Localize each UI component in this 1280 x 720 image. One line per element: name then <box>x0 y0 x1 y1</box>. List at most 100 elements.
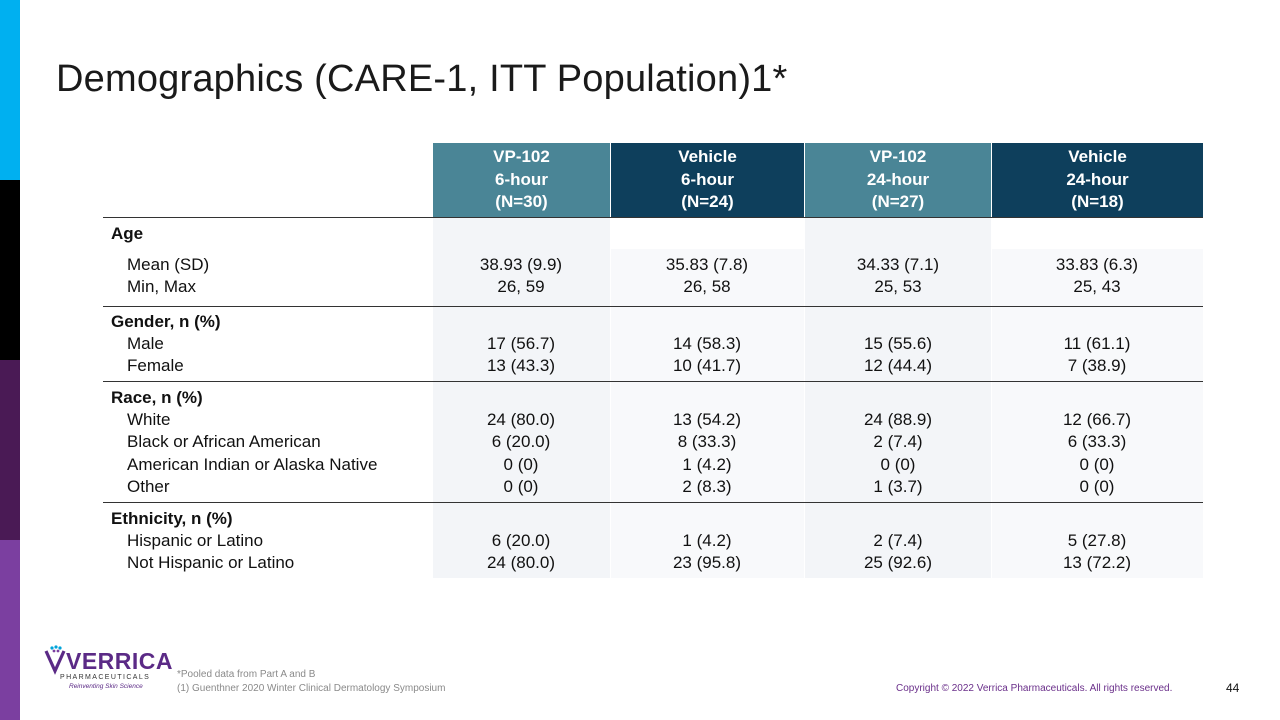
table-row: White 24 (80.0) 13 (54.2) 24 (88.9) 12 (66.7… <box>103 409 1203 431</box>
table-cell: 24 (88.9) <box>863 410 933 429</box>
section-heading-ethnicity: Ethnicity, n (%) <box>103 508 1203 530</box>
header-line2: 6-hour <box>495 169 548 189</box>
header-line3: (N=27) <box>871 192 925 212</box>
section-heading-race: Race, n (%) <box>103 387 1203 409</box>
page-title: Demographics (CARE-1, ITT Population)1* <box>56 58 788 100</box>
side-accent-bar <box>0 0 20 720</box>
row-label: Not Hispanic or Latino <box>127 553 295 572</box>
table-row: Not Hispanic or Latino 24 (80.0) 23 (95.8)… <box>103 552 1203 574</box>
table-cell: 6 (33.3) <box>1067 432 1127 451</box>
table-cell: 26, 58 <box>683 277 731 296</box>
table-cell: 25 (92.6) <box>863 553 933 572</box>
row-label: Male <box>127 334 164 353</box>
row-label: Other <box>127 477 170 496</box>
header-line1: VP-102 <box>493 147 550 167</box>
table-cell: 11 (61.1) <box>1063 334 1131 353</box>
table-cell: 0 (0) <box>1079 455 1115 474</box>
column-header-vehicle-6h: Vehicle 6-hour (N=24) <box>611 143 804 217</box>
table-cell: 0 (0) <box>503 477 539 496</box>
verrica-logo <box>44 645 66 675</box>
section-rule-race <box>103 502 1203 503</box>
section-heading-age: Age <box>103 223 1203 245</box>
logo-subtitle: PHARMACEUTICALS <box>60 674 151 681</box>
column-header-vp102-6h: VP-102 6-hour (N=30) <box>433 143 610 217</box>
section-heading-gender: Gender, n (%) <box>103 311 1203 333</box>
header-rule <box>103 217 1203 218</box>
section-rule-age <box>103 306 1203 307</box>
header-line2: 6-hour <box>681 169 734 189</box>
row-label: Female <box>127 356 184 375</box>
table-cell: 0 (0) <box>880 455 916 474</box>
footnote-pooled: *Pooled data from Part A and B <box>177 669 316 680</box>
logo-mark <box>44 645 66 675</box>
table-row: Min, Max 26, 59 26, 58 25, 53 25, 43 <box>103 276 1203 298</box>
table-cell: 6 (20.0) <box>491 432 551 451</box>
table-cell: 2 (7.4) <box>873 432 923 451</box>
header-line3: (N=30) <box>495 192 548 212</box>
table-row: Other 0 (0) 2 (8.3) 1 (3.7) 0 (0) <box>103 476 1203 498</box>
table-cell: 12 (44.4) <box>863 356 933 375</box>
table-cell: 25, 53 <box>874 277 922 296</box>
table-cell: 0 (0) <box>1079 477 1115 496</box>
section-heading-label: Race, n (%) <box>111 388 203 407</box>
header-line3: (N=24) <box>681 192 734 212</box>
table-cell: 6 (20.0) <box>491 531 551 550</box>
header-line1: Vehicle <box>678 147 737 167</box>
copyright-notice: Copyright © 2022 Verrica Pharmaceuticals… <box>896 683 1173 694</box>
table-cell: 7 (38.9) <box>1067 356 1127 375</box>
header-line1: Vehicle <box>1068 147 1127 167</box>
logo-tagline: Reinventing Skin Science <box>69 683 143 690</box>
section-heading-label: Gender, n (%) <box>111 312 221 331</box>
table-cell: 13 (43.3) <box>486 356 556 375</box>
row-label: American Indian or Alaska Native <box>127 455 378 474</box>
table-row: Black or African American 6 (20.0) 8 (33.3… <box>103 431 1203 453</box>
table-cell: 12 (66.7) <box>1062 410 1132 429</box>
table-cell: 25, 43 <box>1073 277 1121 296</box>
header-line3: (N=18) <box>1071 192 1124 212</box>
age-row-gap-2 <box>992 217 1203 249</box>
table-cell: 14 (58.3) <box>672 334 742 353</box>
table-cell: 35.83 (7.8) <box>665 255 749 274</box>
header-line2: 24-hour <box>1066 169 1129 189</box>
table-row: Male 17 (56.7) 14 (58.3) 15 (55.6) 11 (61.1) <box>103 333 1203 355</box>
table-cell: 24 (80.0) <box>486 553 556 572</box>
row-label: Black or African American <box>127 432 321 451</box>
row-label: White <box>127 410 171 429</box>
age-row-gap <box>611 217 804 249</box>
table-cell: 17 (56.7) <box>486 334 556 353</box>
table-row: Hispanic or Latino 6 (20.0) 1 (4.2) 2 (7.4)… <box>103 530 1203 552</box>
column-header-vp102-24h: VP-102 24-hour (N=27) <box>805 143 991 217</box>
table-cell: 8 (33.3) <box>677 432 737 451</box>
side-bar-blue-segment <box>0 0 20 180</box>
side-bar-dark-purple-segment <box>0 360 20 540</box>
table-cell: 15 (55.6) <box>863 334 933 353</box>
row-label: Min, Max <box>127 277 196 296</box>
table-cell: 5 (27.8) <box>1067 531 1127 550</box>
table-cell: 10 (41.7) <box>672 356 742 375</box>
logo-wordmark: VERRICA <box>66 648 174 674</box>
table-row: Female 13 (43.3) 10 (41.7) 12 (44.4) 7 (38.9… <box>103 355 1203 377</box>
footnote-reference: (1) Guenthner 2020 Winter Clinical Derma… <box>177 683 446 694</box>
table-cell: 34.33 (7.1) <box>856 255 940 274</box>
table-cell: 0 (0) <box>503 455 539 474</box>
table-cell: 26, 59 <box>497 277 545 296</box>
section-heading-label: Age <box>111 224 144 243</box>
section-rule-gender <box>103 381 1203 382</box>
row-label: Mean (SD) <box>127 255 210 274</box>
table-cell: 1 (4.2) <box>682 531 732 550</box>
side-bar-black-segment <box>0 180 20 360</box>
table-cell: 33.83 (6.3) <box>1055 255 1139 274</box>
table-cell: 38.93 (9.9) <box>479 255 563 274</box>
table-row: American Indian or Alaska Native 0 (0) 1 (… <box>103 454 1203 476</box>
row-label: Hispanic or Latino <box>127 531 264 550</box>
table-cell: 23 (95.8) <box>672 553 742 572</box>
table-cell: 1 (4.2) <box>682 455 732 474</box>
table-row: Mean (SD) 38.93 (9.9) 35.83 (7.8) 34.33 (7.… <box>103 254 1203 276</box>
table-cell: 24 (80.0) <box>486 410 556 429</box>
column-header-vehicle-24h: Vehicle 24-hour (N=18) <box>992 143 1203 217</box>
table-cell: 2 (7.4) <box>873 531 923 550</box>
table-cell: 2 (8.3) <box>682 477 732 496</box>
table-cell: 1 (3.7) <box>873 477 923 496</box>
section-heading-label: Ethnicity, n (%) <box>111 509 233 528</box>
table-cell: 13 (72.2) <box>1062 553 1132 572</box>
